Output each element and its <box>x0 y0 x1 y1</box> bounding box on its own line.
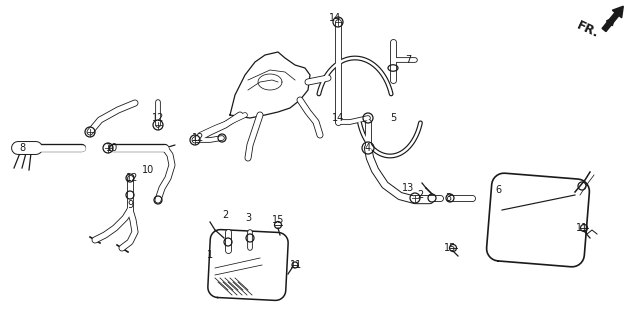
Text: 5: 5 <box>390 113 396 123</box>
Text: 12: 12 <box>152 113 164 123</box>
Text: 13: 13 <box>402 183 414 193</box>
Text: 4: 4 <box>365 143 371 153</box>
Text: 2: 2 <box>222 210 228 220</box>
Text: 14: 14 <box>329 13 341 23</box>
Text: 3: 3 <box>245 213 251 223</box>
Text: 7: 7 <box>405 55 411 65</box>
Text: 1: 1 <box>207 250 213 260</box>
FancyArrow shape <box>602 6 623 32</box>
Text: 3: 3 <box>445 193 451 203</box>
Text: 11: 11 <box>290 260 302 270</box>
Text: 10: 10 <box>142 165 154 175</box>
Text: 15: 15 <box>272 215 284 225</box>
Text: 2: 2 <box>417 190 423 200</box>
Text: 9: 9 <box>127 200 133 210</box>
Text: 10: 10 <box>106 143 118 153</box>
Text: 11: 11 <box>576 223 588 233</box>
Text: 12: 12 <box>192 133 204 143</box>
Text: 15: 15 <box>444 243 456 253</box>
Text: 6: 6 <box>495 185 501 195</box>
Text: 14: 14 <box>332 113 344 123</box>
Text: FR.: FR. <box>575 19 601 41</box>
Text: 12: 12 <box>126 173 138 183</box>
Text: 8: 8 <box>19 143 25 153</box>
